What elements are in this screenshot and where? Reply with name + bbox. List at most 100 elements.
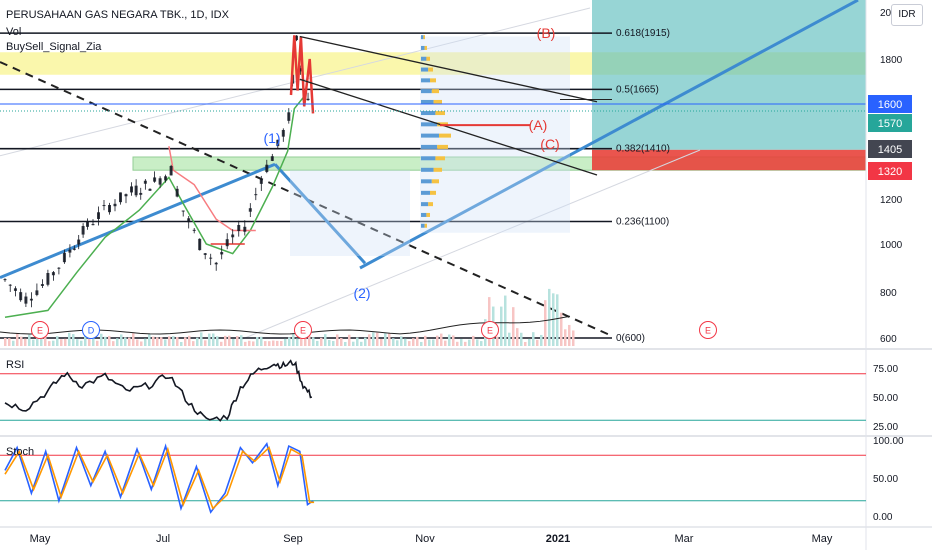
volume-profile-bar [421,202,429,207]
volume-bar [472,335,475,346]
volume-indicator-label[interactable]: Vol [6,26,22,38]
volume-bar [152,336,155,346]
price-label-1320 [868,162,912,180]
candle-body [243,226,247,232]
candle-body [265,164,269,172]
volume-profile-bar [437,144,448,149]
candle-body [77,239,81,245]
rsi-pane-label[interactable]: RSI [6,359,25,371]
earnings-marker [481,321,499,339]
candle-body [113,203,117,207]
signal-line [4,94,306,319]
volume-bar [56,336,59,346]
volume-bar [128,337,131,346]
candle-body [198,238,202,251]
volume-bar [36,333,39,346]
volume-bar [232,339,235,346]
volume-bar [276,340,279,346]
volume-bar [48,341,51,346]
volume-profile-bar [430,190,436,195]
volume-bar [280,340,283,346]
volume-bar [216,336,219,346]
volume-bar [568,324,571,346]
volume-bar [400,336,403,346]
volume-bar [452,335,455,346]
volume-bar [32,339,35,346]
volume-bar [208,333,211,346]
volume-profile-bar [421,111,436,116]
signal-indicator-label[interactable]: BuySell_Signal_Zia [6,41,102,53]
candle-body [134,185,138,196]
candle-body [124,194,128,197]
candle-body [46,273,50,285]
volume-bar [564,329,567,346]
volume-bar [224,335,227,346]
candle-body [248,208,252,212]
stoch-axis-tick: 50.00 [873,474,898,485]
candle-body [119,192,122,203]
volume-profile-bar [421,156,436,161]
candle-body [214,262,218,265]
volume-profile-bar [431,179,439,184]
volume-bar [520,332,523,346]
stoch-pane-label[interactable]: Stoch [6,446,35,458]
volume-bar [220,341,223,346]
candle-body [153,177,157,182]
wave1-to-2-line [273,163,367,265]
volume-bar [212,333,215,346]
wave-label-c: (C) [540,136,559,152]
candle-body [3,279,7,281]
volume-bar [464,341,467,346]
price-axis-tick: 1800 [880,55,903,66]
volume-profile-bar [421,212,427,217]
stop-zone [592,149,866,171]
volume-bar [360,341,363,346]
falling-channel-lower [299,78,598,176]
volume-bar [496,336,499,346]
volume-bar [548,288,551,346]
fib-label: 0.618(1915) [616,28,670,39]
currency-badge[interactable]: IDR [891,4,923,26]
volume-profile-bar [431,89,439,94]
volume-bar [436,335,439,346]
volume-bar [480,341,483,346]
volume-bar [408,341,411,346]
candle-body [40,284,44,286]
candle-body [13,288,17,291]
volume-bar [544,300,547,346]
candle-body [225,239,229,247]
candle-body [158,178,162,185]
volume-bar [92,336,95,346]
volume-profile-bar [428,202,433,207]
volume-bar [540,334,543,346]
volume-profile-bar [421,190,430,195]
volume-bar [12,340,15,346]
volume-bar [40,338,43,346]
dividend-marker-label: D [88,326,95,336]
volume-profile-bar [421,122,438,127]
volume-bar [468,339,471,346]
earnings-marker-label: E [705,326,711,336]
volume-bar [516,328,519,346]
volume-profile-bar [423,35,425,40]
time-axis-tick: Mar [675,533,694,545]
volume-bar [192,341,195,346]
volume-bar [188,335,191,346]
volume-profile-bar [421,144,438,149]
candle-body [209,257,213,259]
volume-profile-bar [433,167,442,172]
price-axis-tick: 1000 [880,240,903,251]
volume-bar [244,341,247,346]
wave-label-a: (A) [529,117,548,133]
candle-body [102,205,106,207]
volume-bar [536,339,539,346]
volume-bar [396,340,399,346]
candle-body [276,139,280,147]
volume-bar [168,336,171,346]
volume-bar [524,341,527,346]
candle-body [231,234,235,238]
volume-bar [440,333,443,346]
target-zone [592,0,866,150]
volume-bar [380,338,383,346]
